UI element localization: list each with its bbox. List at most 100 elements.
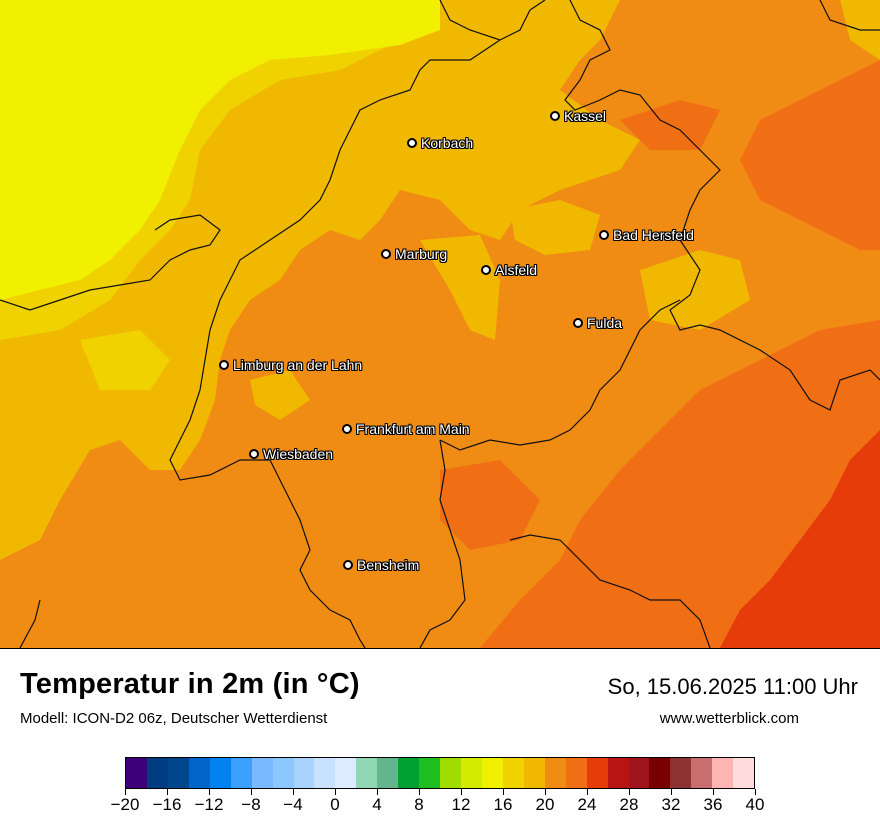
legend-tick	[125, 789, 126, 795]
legend-tick-label: 12	[451, 795, 471, 814]
temperature-field	[0, 0, 880, 648]
legend-tick	[419, 789, 420, 795]
city-marker: Bensheim	[343, 557, 419, 573]
city-marker: Alsfeld	[481, 262, 537, 278]
city-dot-icon	[343, 560, 353, 570]
legend-swatch	[586, 758, 608, 788]
legend-ticks: −20 −16 −12 −8 −4 0 4 8 12 16 20 24 28 32 36 40	[111, 789, 764, 829]
temp-patch-18	[80, 330, 170, 390]
city-marker: Frankfurt am Main	[342, 421, 470, 437]
city-marker: Marburg	[381, 246, 447, 262]
legend-tick	[461, 789, 462, 795]
legend-tick-label: −20	[110, 795, 140, 814]
legend-tick	[629, 789, 630, 795]
city-label: Fulda	[587, 315, 623, 331]
legend-swatch	[733, 758, 755, 788]
temp-zone-26	[440, 460, 540, 550]
legend-tick	[671, 789, 672, 795]
legend-swatch	[188, 758, 210, 788]
legend-swatch	[209, 758, 231, 788]
legend-swatch	[230, 758, 252, 788]
city-label: Wiesbaden	[263, 446, 334, 462]
city-label: Alsfeld	[495, 262, 538, 278]
legend-tick	[503, 789, 504, 795]
legend-swatch	[712, 758, 734, 788]
legend-tick-label: 32	[661, 795, 681, 814]
legend-tick-label: 20	[535, 795, 555, 814]
legend-swatch	[523, 758, 545, 788]
temp-zone-28	[720, 430, 880, 648]
city-dot-icon	[249, 449, 259, 459]
legend-swatch	[126, 758, 147, 788]
legend-swatch	[607, 758, 629, 788]
legend-tick-label: 24	[577, 795, 597, 814]
color-legend	[125, 757, 755, 789]
legend-swatch	[314, 758, 336, 788]
legend-tick	[755, 789, 756, 795]
city-label: Frankfurt am Main	[356, 421, 470, 437]
city-dot-icon	[550, 111, 560, 121]
city-label: Marburg	[395, 246, 448, 262]
city-dot-icon	[219, 360, 229, 370]
legend-swatch	[272, 758, 294, 788]
city-marker: Bad Hersfeld	[599, 227, 694, 243]
city-marker: Kassel	[550, 108, 606, 124]
legend-swatch	[628, 758, 650, 788]
legend-swatch	[419, 758, 441, 788]
city-label: Korbach	[421, 135, 474, 151]
city-marker: Wiesbaden	[249, 446, 333, 462]
legend-swatch	[146, 758, 168, 788]
legend-tick-label: −4	[283, 795, 303, 814]
city-dot-icon	[573, 318, 583, 328]
legend-swatch	[293, 758, 315, 788]
city-marker: Limburg an der Lahn	[219, 357, 362, 373]
legend-swatch	[481, 758, 503, 788]
legend-tick-label: 36	[703, 795, 723, 814]
legend-swatch	[670, 758, 692, 788]
state-borders	[0, 0, 880, 648]
legend-swatch	[440, 758, 461, 788]
city-dot-icon	[381, 249, 391, 259]
city-dot-icon	[599, 230, 609, 240]
temp-zone-26	[480, 320, 880, 648]
legend-tick	[377, 789, 378, 795]
legend-swatch	[251, 758, 273, 788]
legend-tick	[545, 789, 546, 795]
legend-tick-label: 0	[330, 795, 340, 814]
city-dot-icon	[342, 424, 352, 434]
legend-swatch	[377, 758, 399, 788]
map-title: Temperatur in 2m (in °C)	[20, 668, 360, 700]
legend-tick-label: 40	[745, 795, 765, 814]
temp-zone-26	[740, 60, 880, 250]
city-dot-icon	[481, 265, 491, 275]
legend-tick	[209, 789, 210, 795]
legend-swatch	[398, 758, 420, 788]
legend-tick	[293, 789, 294, 795]
website-link[interactable]: www.wetterblick.com	[659, 710, 799, 727]
legend-tick-label: 4	[372, 795, 382, 814]
legend-swatch	[565, 758, 587, 788]
legend-tick-label: 16	[493, 795, 513, 814]
legend-swatch	[502, 758, 524, 788]
legend-tick-label: −8	[241, 795, 261, 814]
city-marker: Fulda	[573, 315, 622, 331]
city-label: Kassel	[564, 108, 607, 124]
forecast-datetime: So, 15.06.2025 11:00 Uhr	[607, 674, 858, 699]
legend-tick	[167, 789, 168, 795]
legend-tick	[251, 789, 252, 795]
temp-zone-16	[0, 0, 440, 300]
legend-tick	[335, 789, 336, 795]
legend-tick-label: 8	[414, 795, 424, 814]
city-label: Limburg an der Lahn	[233, 357, 363, 373]
legend-swatch	[649, 758, 671, 788]
temp-patch-20	[640, 250, 750, 330]
legend-tick-label: −16	[152, 795, 182, 814]
legend-tick-label: 28	[619, 795, 639, 814]
model-source: Modell: ICON-D2 06z, Deutscher Wetterdie…	[20, 710, 328, 727]
legend-tick	[713, 789, 714, 795]
legend-swatch	[544, 758, 566, 788]
temp-patch-20	[510, 200, 600, 255]
legend-swatch	[167, 758, 189, 788]
legend-swatch	[335, 758, 357, 788]
legend-tick-label: −12	[194, 795, 224, 814]
